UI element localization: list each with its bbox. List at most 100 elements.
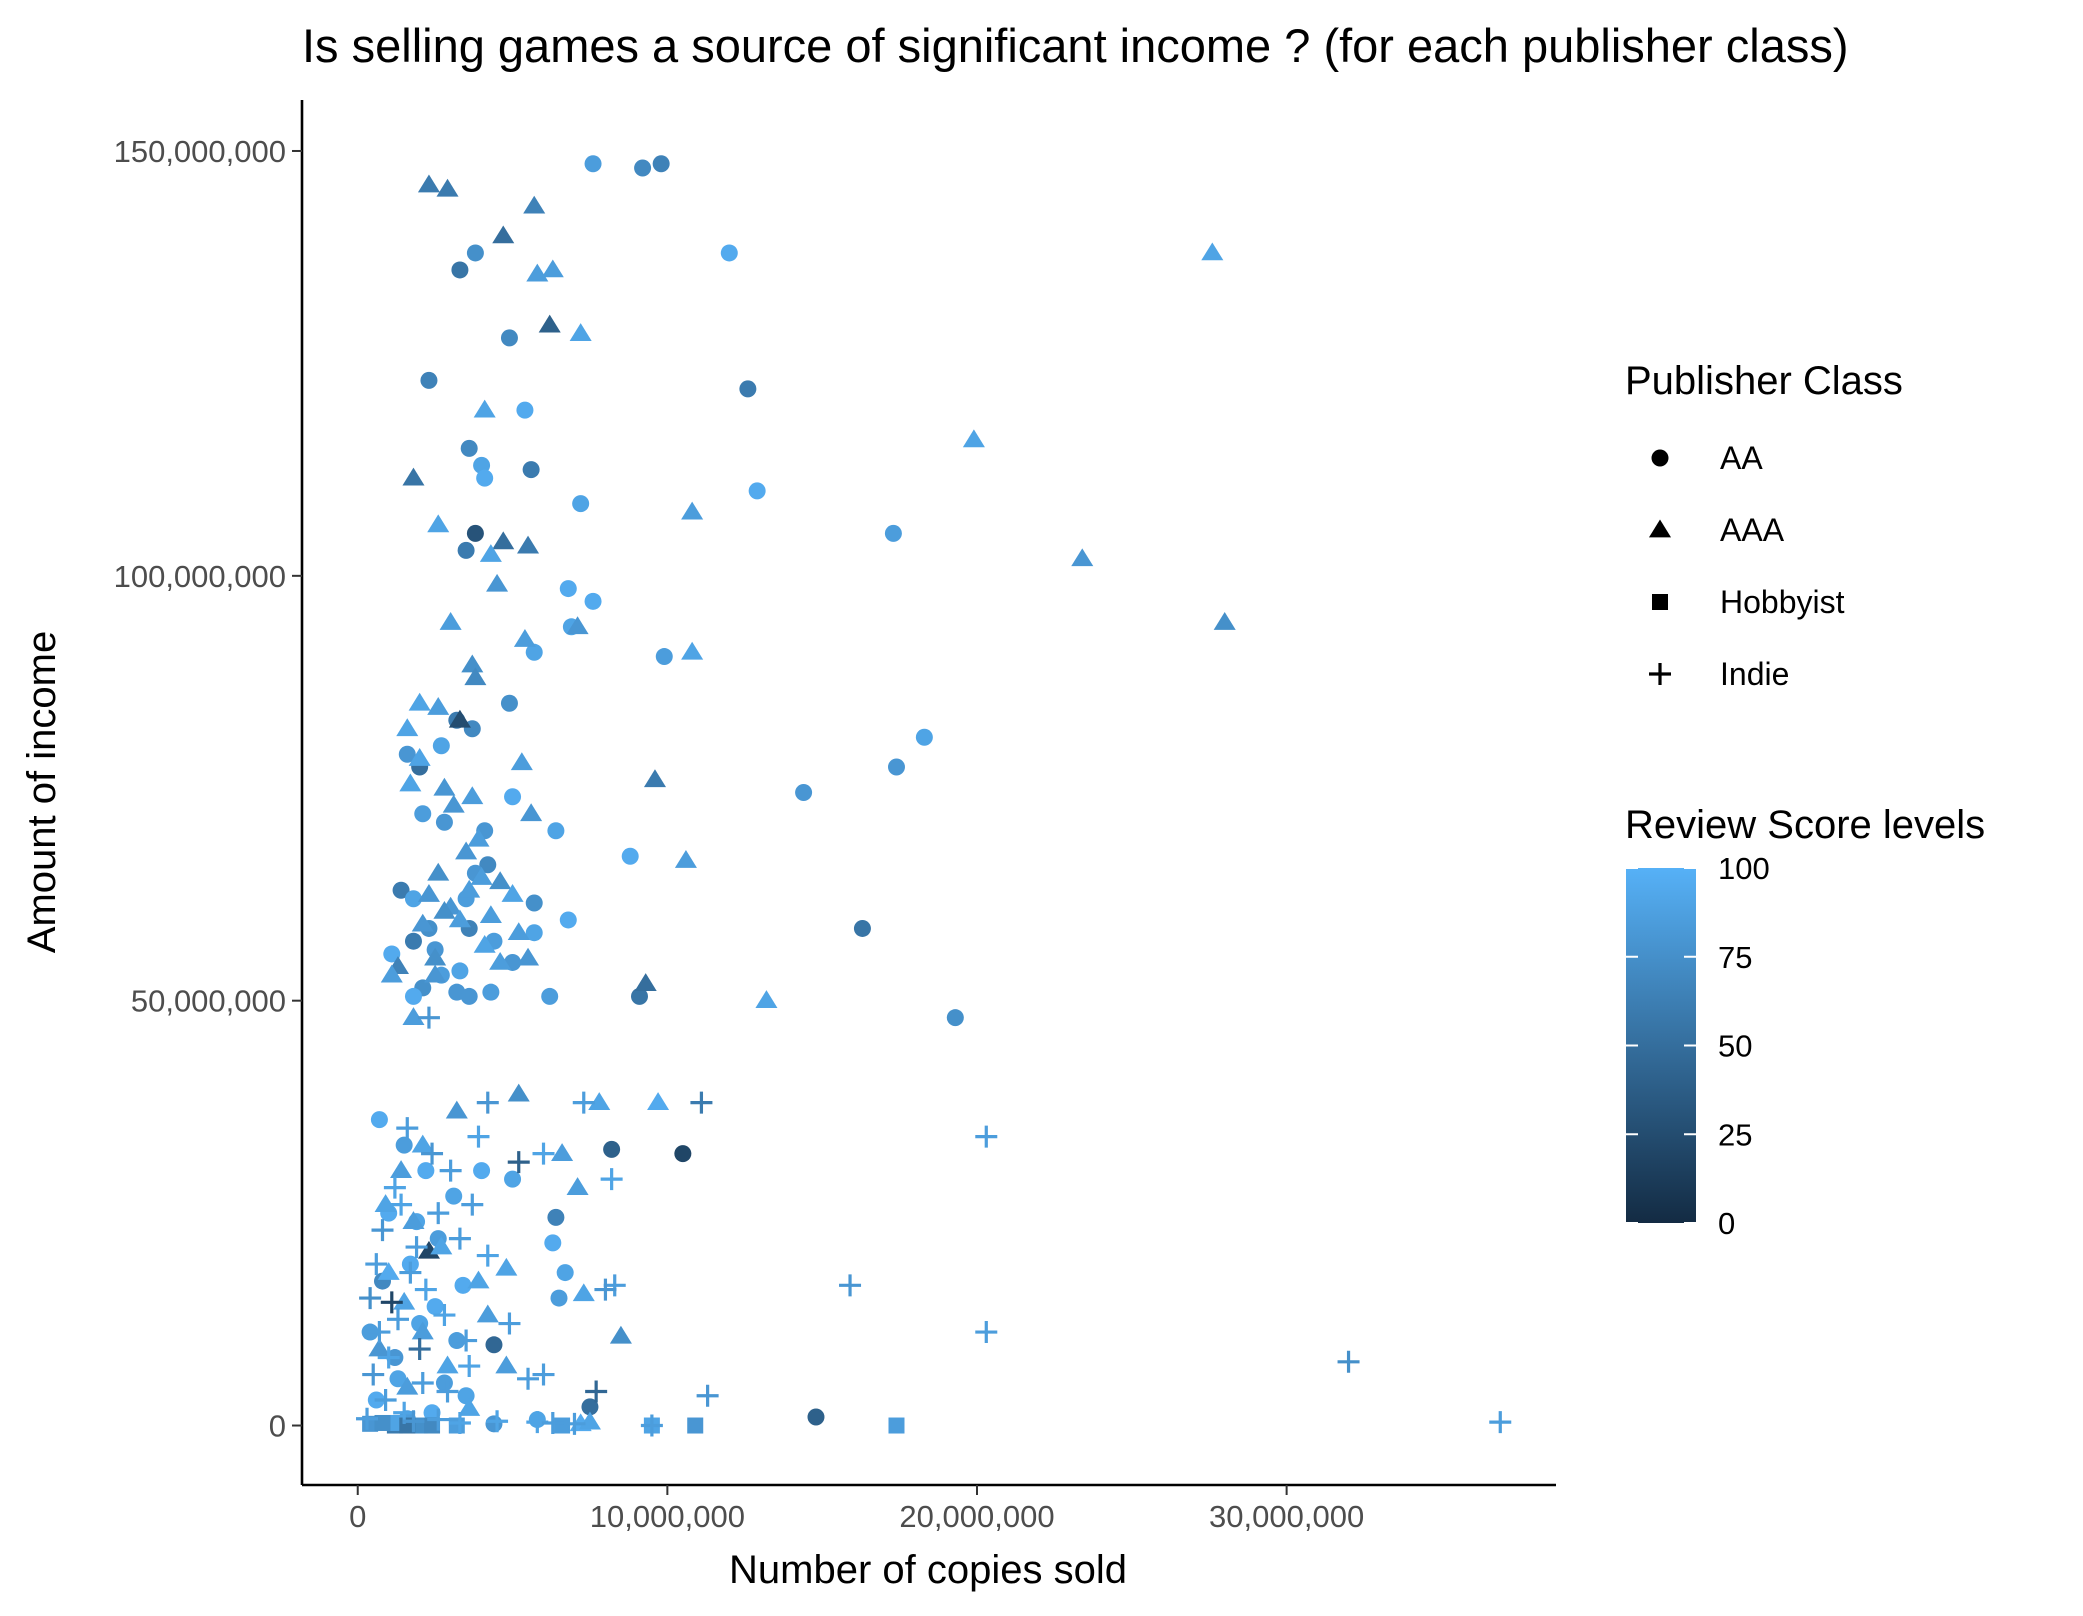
data-point: [522, 461, 540, 479]
legend-label: Indie: [1720, 656, 1789, 692]
data-point: [486, 573, 509, 592]
data-point: [975, 1321, 998, 1344]
data-point: [532, 1363, 555, 1386]
data-point: [426, 1298, 444, 1316]
data-point: [541, 259, 564, 278]
chart-title: Is selling games a source of significant…: [302, 19, 1849, 72]
data-point: [507, 1151, 530, 1174]
data-point: [445, 1187, 463, 1205]
data-point: [442, 794, 465, 813]
data-point: [839, 1274, 862, 1297]
data-point: [461, 1193, 484, 1216]
data-point: [517, 535, 540, 554]
data-point: [451, 962, 469, 980]
data-point: [946, 1009, 964, 1027]
data-point: [1201, 242, 1224, 261]
legend-label: AA: [1720, 440, 1763, 476]
data-point: [572, 495, 590, 513]
data-point: [408, 692, 431, 711]
data-point: [532, 1142, 555, 1165]
data-point: [404, 987, 422, 1005]
data-point: [435, 813, 453, 831]
data-point: [795, 784, 813, 801]
data-point: [457, 541, 475, 559]
data-point: [466, 524, 484, 542]
legend-key-triangle: [1648, 519, 1672, 538]
data-point: [368, 1338, 391, 1357]
data-point: [507, 922, 530, 941]
data-point: [404, 890, 422, 908]
data-point: [427, 1202, 450, 1225]
shape-legend-title: Publisher Class: [1625, 359, 1903, 403]
data-point: [566, 616, 589, 635]
data-point: [433, 900, 456, 919]
data-point: [720, 244, 738, 262]
data-point: [404, 932, 422, 950]
data-point: [460, 439, 478, 457]
data-point: [436, 1355, 459, 1374]
data-point: [455, 841, 478, 860]
series-indie: [356, 1006, 1512, 1437]
data-point: [448, 709, 471, 728]
data-point: [569, 323, 592, 342]
data-point: [544, 1234, 562, 1252]
colorbar-label: 25: [1718, 1117, 1752, 1152]
data-point: [1337, 1350, 1360, 1373]
y-tick-label: 0: [269, 1409, 286, 1444]
data-point: [1071, 548, 1094, 567]
legend-entry-indie: Indie: [1649, 656, 1789, 692]
data-point: [414, 805, 432, 823]
data-point: [681, 641, 704, 660]
data-point: [495, 1257, 518, 1276]
data-point: [377, 1262, 400, 1280]
data-point: [424, 947, 447, 966]
data-point: [393, 1291, 416, 1310]
data-point: [547, 822, 565, 840]
data-point: [427, 1408, 450, 1431]
data-point: [430, 1236, 453, 1255]
data-point: [417, 1162, 435, 1180]
data-point: [550, 1289, 568, 1307]
data-point: [476, 1091, 499, 1114]
data-point: [467, 1125, 490, 1148]
data-point: [377, 1346, 400, 1369]
data-point: [492, 225, 515, 244]
data-point: [566, 1177, 589, 1195]
data-point: [504, 788, 522, 806]
data-point: [454, 1276, 472, 1294]
data-point: [402, 1007, 425, 1026]
data-point: [402, 1410, 425, 1433]
legend-key-circle: [1651, 449, 1669, 467]
data-point: [1213, 612, 1236, 630]
review-score-legend: Review Score levels 0 25 50 75 100: [1625, 803, 1985, 1241]
data-point: [525, 894, 543, 912]
data-point: [572, 1283, 595, 1302]
legend-key-plus: [1649, 663, 1671, 685]
y-tick-label: 100,000,000: [114, 559, 286, 594]
data-point: [600, 1168, 623, 1191]
data-point: [417, 1006, 440, 1029]
data-point: [420, 371, 438, 389]
data-point: [399, 1261, 422, 1284]
data-point: [652, 155, 670, 173]
data-point: [427, 697, 450, 715]
data-point: [408, 1338, 431, 1361]
color-legend-title: Review Score levels: [1625, 803, 1985, 847]
data-point: [609, 1325, 632, 1344]
data-point: [674, 1145, 692, 1163]
data-point: [461, 786, 484, 805]
data-point: [368, 1321, 391, 1344]
legend-entry-hobbyist: Hobbyist: [1652, 584, 1845, 620]
data-point: [517, 947, 540, 966]
data-point: [563, 1412, 586, 1435]
data-point: [541, 987, 559, 1005]
data-point: [451, 261, 469, 279]
data-point: [556, 1264, 574, 1282]
axes-layer: 0 10,000,000 20,000,000 30,000,000 0 50,000,0…: [114, 100, 1556, 1534]
data-point: [655, 648, 673, 666]
data-point: [421, 1142, 444, 1165]
data-point: [630, 987, 648, 1005]
data-point: [396, 1376, 419, 1395]
